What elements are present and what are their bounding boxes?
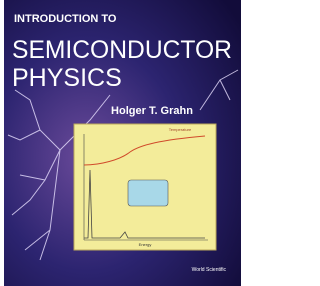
publisher: World Scientific	[192, 267, 227, 273]
author: Holger T. Grahn	[111, 105, 193, 117]
figure-label: Energy	[139, 242, 152, 247]
book-cover: INTRODUCTION TO SEMICONDUCTOR PHYSICS Ho…	[0, 0, 245, 286]
figure-label: Temperature	[169, 127, 192, 132]
title-line: SEMICONDUCTOR	[12, 36, 232, 64]
title-line: PHYSICS	[12, 64, 122, 92]
series-title: INTRODUCTION TO	[14, 13, 117, 25]
figure-diagram	[128, 180, 168, 206]
